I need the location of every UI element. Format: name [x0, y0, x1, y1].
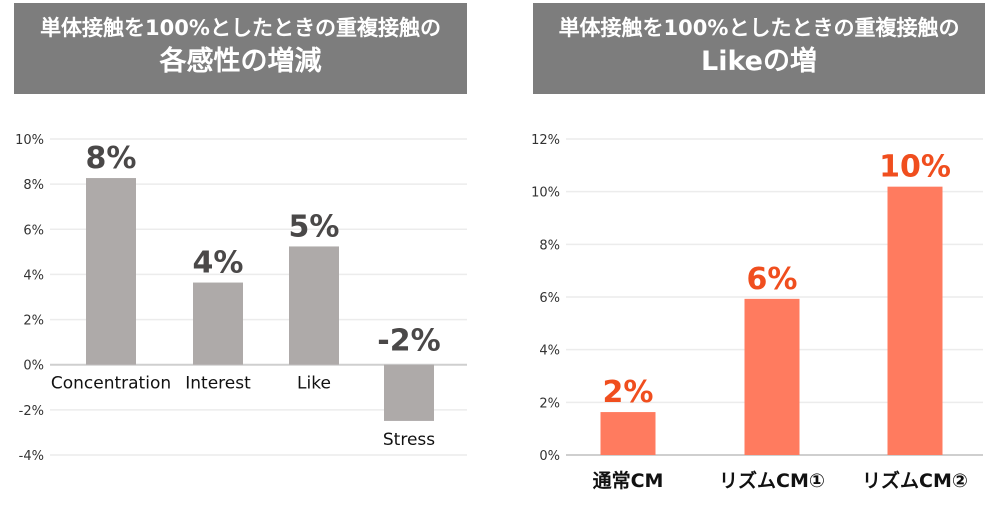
- right-title-line2: Likeの増: [700, 46, 817, 77]
- chart1-bar-0: [600, 412, 656, 455]
- chart1-bar-2: [887, 186, 943, 455]
- chart1-data-label: 2%: [603, 375, 654, 410]
- chart0-data-label: 4%: [193, 246, 244, 281]
- right-title-line1: 単体接触を100%としたときの重複接触の: [558, 16, 960, 40]
- chart1-category-label: リズムCM①: [719, 469, 825, 492]
- chart0-ytick-label: 8%: [23, 178, 44, 193]
- chart1-ytick-label: 0%: [539, 449, 560, 464]
- chart0-category-label: Interest: [185, 374, 251, 394]
- chart1-ytick-label: 8%: [539, 238, 560, 253]
- chart0-bar-2: [289, 246, 339, 365]
- chart0-bar-1: [193, 282, 243, 365]
- chart0-ytick-label: -2%: [19, 404, 44, 419]
- left-chart-title: 単体接触を100%としたときの重複接触の 各感性の増減: [14, 3, 467, 94]
- chart1-data-label: 10%: [879, 150, 951, 185]
- chart0-data-label: 5%: [289, 209, 340, 244]
- chart1-bar-1: [744, 298, 800, 455]
- chart0-bar-3: [384, 364, 434, 421]
- chart0-category-label: Like: [297, 374, 331, 394]
- chart0-ytick-label: 10%: [15, 133, 44, 148]
- chart1-category-label: 通常CM: [593, 469, 664, 492]
- chart1-ytick-label: 12%: [531, 133, 560, 148]
- left-title-line1: 単体接触を100%としたときの重複接触の: [40, 16, 441, 40]
- chart0-data-label: -2%: [377, 324, 440, 359]
- chart0-ytick-label: 2%: [23, 314, 44, 329]
- chart1-ytick-label: 2%: [539, 396, 560, 411]
- chart1-category-label: リズムCM②: [862, 469, 968, 492]
- chart0-category-label: Stress: [383, 430, 435, 450]
- chart0-ytick-label: 4%: [23, 268, 44, 283]
- right-chart-title: 単体接触を100%としたときの重複接触の Likeの増: [533, 3, 985, 94]
- chart0-ytick-label: -4%: [19, 449, 44, 464]
- chart1-ytick-label: 10%: [531, 186, 560, 201]
- chart1-ytick-label: 6%: [539, 291, 560, 306]
- chart1-data-label: 6%: [747, 262, 798, 297]
- chart0-bar-0: [86, 178, 136, 365]
- chart0-data-label: 8%: [86, 141, 137, 176]
- left-title-line2: 各感性の増減: [159, 46, 322, 77]
- chart0-category-label: Concentration: [51, 374, 171, 394]
- chart0-ytick-label: 0%: [23, 359, 44, 374]
- chart0-ytick-label: 6%: [23, 223, 44, 238]
- chart1-ytick-label: 4%: [539, 344, 560, 359]
